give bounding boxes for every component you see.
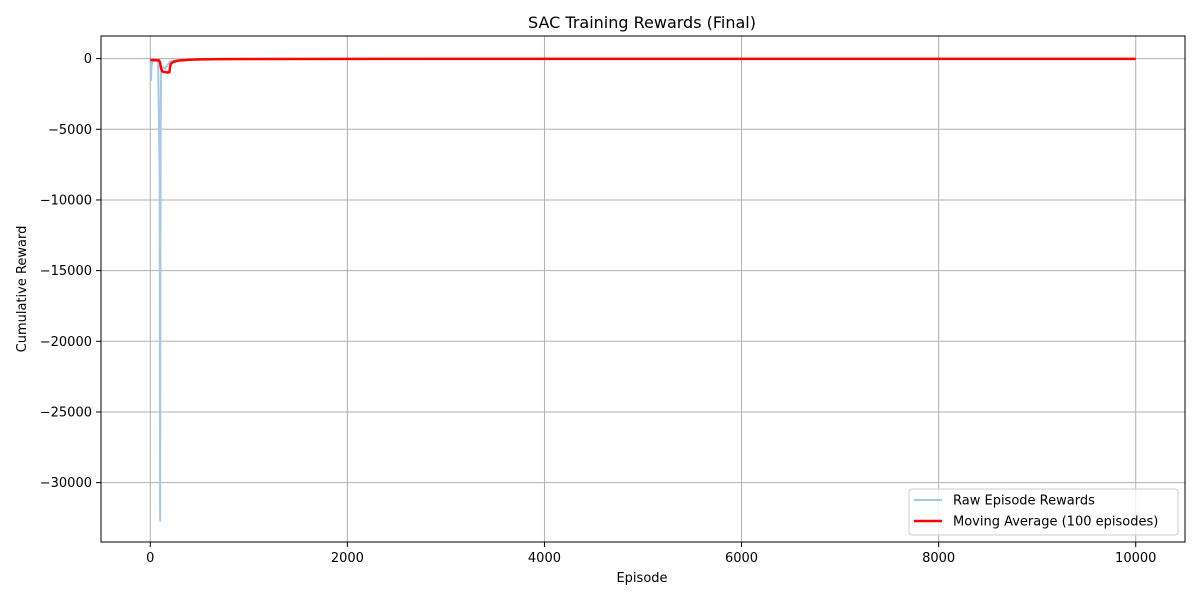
y-tick-label-3: −15000: [40, 264, 92, 279]
series-line-1: [150, 57, 1136, 74]
y-tick-label-5: −25000: [40, 405, 92, 420]
y-tick-label-4: −20000: [40, 335, 92, 350]
x-tick-label-0: 0: [146, 551, 154, 566]
chart-title: SAC Training Rewards (Final): [528, 13, 756, 32]
plot-frame: [100, 35, 1186, 543]
y-tick-label-1: −5000: [48, 123, 92, 138]
y-tick-label-0: 0: [84, 52, 92, 67]
x-axis-label: Episode: [616, 571, 667, 586]
ticks-layer: 0 2000 4000 6000 8000 10000 0 −5000 −10000 −15000…: [40, 52, 1157, 566]
legend-box: [908, 488, 1179, 536]
x-tick-label-3: 6000: [725, 551, 758, 566]
legend-label-raw-episode-rewards: Raw Episode Rewards: [953, 494, 1095, 509]
x-tick-label-5: 10000: [1115, 551, 1156, 566]
legend: Raw Episode Rewards Moving Average (100 …: [908, 488, 1179, 536]
x-tick-label-2: 4000: [528, 551, 561, 566]
y-axis-label: Cumulative Reward: [15, 226, 30, 353]
legend-label-moving-average: Moving Average (100 episodes): [953, 515, 1158, 530]
axes-layer: [100, 35, 1186, 543]
grid-layer: [101, 36, 1185, 542]
series-layer: [149, 57, 1136, 522]
x-tick-label-4: 8000: [922, 551, 955, 566]
y-tick-label-6: −30000: [40, 476, 92, 491]
y-tick-label-2: −10000: [40, 193, 92, 208]
x-tick-label-1: 2000: [331, 551, 364, 566]
series-line-0: [149, 57, 1136, 522]
